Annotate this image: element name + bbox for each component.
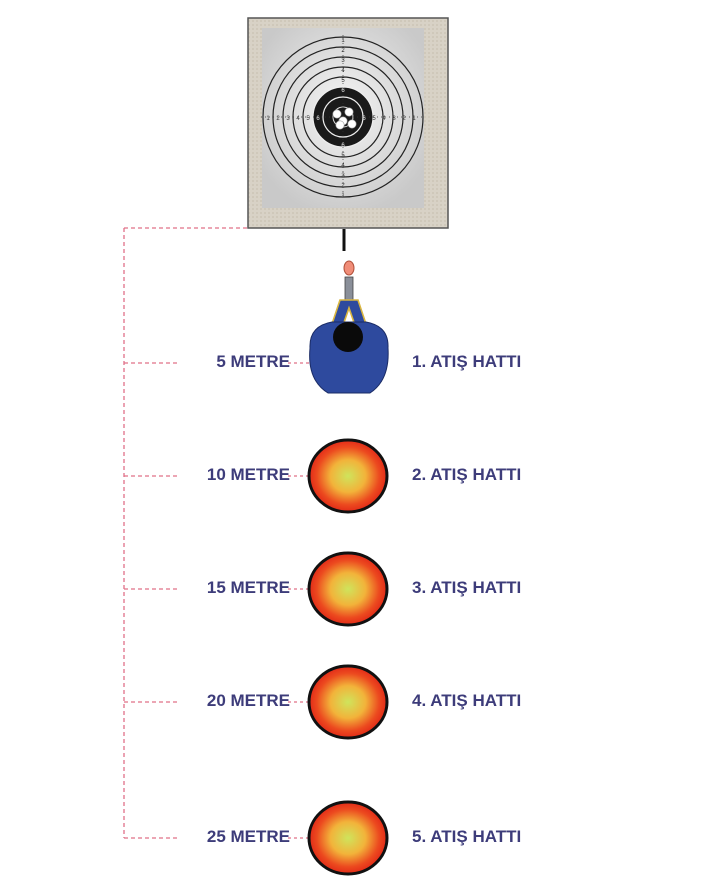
target-ring-number: 6	[341, 143, 345, 149]
firing-line-label: 3. ATIŞ HATTI	[412, 578, 522, 597]
distance-label: 25 METRE	[206, 827, 290, 846]
target-ring-number: 1	[341, 38, 345, 44]
target-ring-number: 3	[286, 116, 290, 122]
firing-line-label: 2. ATIŞ HATTI	[412, 465, 522, 484]
target-ring-number: 1	[412, 116, 416, 122]
bullet-hole	[332, 109, 342, 119]
firing-line-label: 4. ATIŞ HATTI	[412, 691, 522, 710]
target-ring-number: 1	[266, 116, 270, 122]
target-ring-number: 6	[316, 116, 320, 122]
firing-position-marker	[307, 551, 389, 627]
target-ring-number: 3	[341, 173, 345, 179]
target-ring-number: 5	[306, 116, 310, 122]
firing-position-marker	[307, 800, 389, 876]
target-ring-number: 4	[341, 163, 345, 169]
bullet-hole	[335, 120, 345, 130]
target-ring-number: 2	[341, 183, 345, 189]
distance-label: 15 METRE	[206, 578, 290, 597]
distance-label: 10 METRE	[206, 465, 290, 484]
target-ring-number: 5	[341, 153, 345, 159]
position-markers	[307, 438, 389, 876]
firing-position-marker	[307, 664, 389, 740]
target-ring	[262, 36, 424, 198]
distance-guide-lines	[123, 227, 310, 839]
target-ring-number: 4	[341, 68, 345, 74]
target-ring-number: 5	[372, 116, 376, 122]
target-ring-number: 5	[341, 78, 345, 84]
target-ring-number: 4	[382, 116, 386, 122]
target-ring	[282, 56, 404, 178]
target-ring-number: 3	[392, 116, 396, 122]
target-ring-number: 2	[402, 116, 406, 122]
target-ring	[302, 76, 384, 158]
bullet-hole	[347, 119, 357, 129]
target-ring-number: 6	[341, 88, 345, 94]
target-ring-number: 6	[362, 116, 366, 122]
target-ring-number: 3	[341, 58, 345, 64]
shooter-top-view-icon	[309, 260, 389, 394]
distance-label: 5 METRE	[216, 352, 290, 371]
firing-line-label: 1. ATIŞ HATTI	[412, 352, 522, 371]
target-ring-number: 4	[296, 116, 300, 122]
firing-position-marker	[307, 438, 389, 514]
bullet-hole	[344, 107, 354, 117]
target-ring-number: 1	[341, 193, 345, 199]
distance-label: 20 METRE	[206, 691, 290, 710]
target-ring-number: 2	[341, 48, 345, 54]
firing-line-label: 5. ATIŞ HATTI	[412, 827, 522, 846]
target-ring-number: 2	[276, 116, 280, 122]
